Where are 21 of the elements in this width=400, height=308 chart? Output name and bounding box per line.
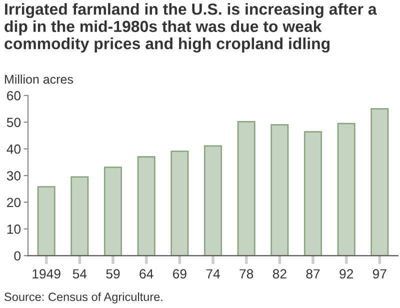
y-tick-label: 20 [7, 198, 21, 208]
x-tick-label: 64 [140, 269, 154, 279]
y-tick-label: 50 [6, 118, 21, 128]
y-tick-label: 40 [6, 144, 21, 154]
x-tick-label: 54 [72, 269, 87, 279]
chart-title: Irrigated farmland in the U.S. is increasing after a dip in the mid-1980s that was due to weak commodity prices and high cropland idling [4, 3, 377, 53]
x-tick-label: 69 [173, 269, 186, 279]
x-tick-label: 82 [272, 269, 286, 279]
y-tick-label: 0 [14, 251, 21, 261]
y-axis-title: Million acres [5, 74, 74, 84]
x-tick-label: 59 [106, 269, 120, 279]
y-tick-label: 30 [6, 171, 21, 180]
x-tick-label: 92 [340, 269, 354, 279]
x-tick-label: 74 [206, 269, 220, 278]
source-note: Source: Census of Agriculture. [4, 292, 162, 304]
x-tick-label: 78 [240, 269, 254, 279]
x-tick-label: 87 [306, 269, 320, 279]
y-tick-label: 60 [7, 91, 21, 100]
x-tick-label: 1949 [32, 269, 60, 279]
x-tick-label: 97 [372, 269, 386, 279]
y-tick-label: 10 [7, 224, 21, 234]
